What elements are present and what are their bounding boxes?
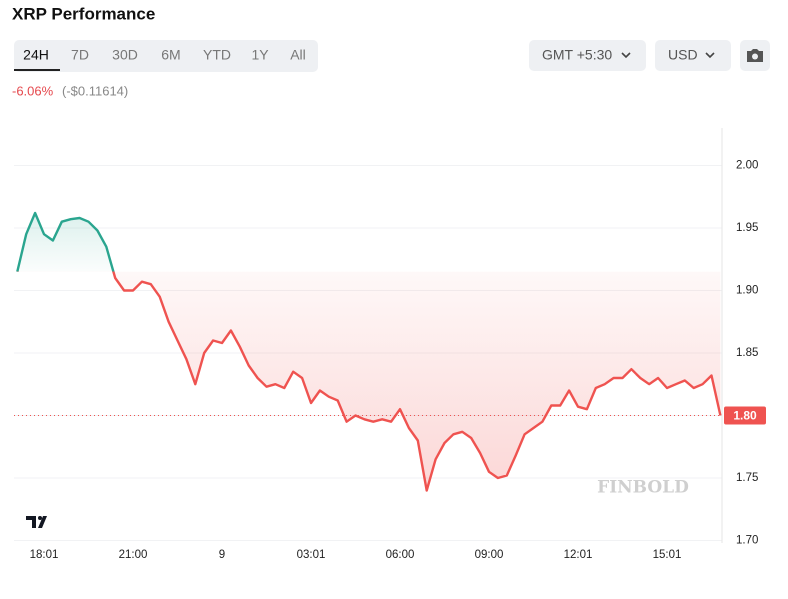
timezone-label[interactable]: GMT +5:30: [542, 47, 612, 63]
last-price-badge: [724, 406, 766, 425]
x-tick-label: 21:00: [119, 549, 148, 561]
chevron: [621, 52, 631, 59]
last-price-label: 1.80: [733, 409, 757, 423]
range-tab-underline: [14, 69, 60, 71]
range-tab[interactable]: 30D: [112, 47, 138, 63]
y-tick-label: 1.70: [736, 535, 758, 547]
tradingview-logo-dot: [38, 516, 42, 520]
y-tick-label: 2.00: [736, 160, 758, 172]
range-tab[interactable]: 1Y: [251, 47, 269, 63]
area-fill: [17, 213, 721, 491]
camera-lens: [752, 53, 758, 60]
y-tick-label: 1.75: [736, 472, 758, 484]
range-tab[interactable]: All: [290, 47, 306, 63]
range-tabs: [14, 40, 318, 72]
change-percent: -6.06%: [12, 83, 54, 98]
y-tick-label: 1.85: [736, 347, 758, 359]
x-tick-label: 06:00: [386, 549, 415, 561]
tradingview-logo: [26, 516, 47, 528]
chart-title: XRP Performance: [12, 4, 155, 23]
x-tick-label: 18:01: [30, 549, 59, 561]
currency-button[interactable]: [655, 40, 731, 71]
x-tick-label: 12:01: [564, 549, 593, 561]
x-tick-label: 15:01: [653, 549, 682, 561]
chevron: [705, 52, 715, 59]
y-tick-label: 1.90: [736, 285, 758, 297]
timezone-button[interactable]: [529, 40, 646, 71]
y-tick-label: 1.95: [736, 222, 758, 234]
watermark: FINBOLD: [597, 478, 689, 498]
change-amount: (-$0.11614): [62, 83, 128, 98]
range-tab[interactable]: YTD: [203, 47, 231, 63]
x-tick-label: 9: [219, 549, 225, 561]
currency-label[interactable]: USD: [668, 47, 698, 63]
x-tick-label: 09:00: [475, 549, 504, 561]
x-tick-label: 03:01: [297, 549, 326, 561]
range-tab[interactable]: 6M: [161, 47, 180, 63]
price-line: [16, 211, 722, 492]
range-tab[interactable]: 24H: [23, 47, 49, 63]
range-tab[interactable]: 7D: [71, 47, 89, 63]
